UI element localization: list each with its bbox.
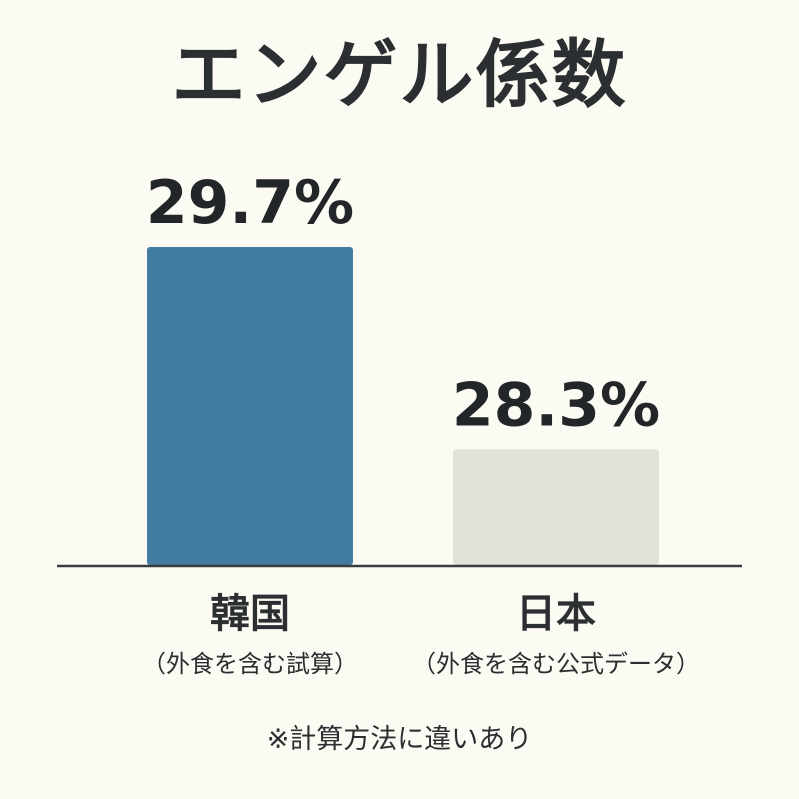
- value-labels-layer: 29.7% 28.3%: [146, 168, 660, 440]
- category-labels-layer: 韓国 （外食を含む試算） 日本 （外食を含む公式データ）: [142, 591, 700, 678]
- category-note-korea: （外食を含む試算）: [142, 650, 358, 678]
- category-note-japan: （外食を含む公式データ）: [412, 650, 700, 678]
- value-label-japan: 28.3%: [452, 370, 660, 440]
- value-label-korea: 29.7%: [146, 168, 354, 238]
- bar-japan: [453, 449, 659, 565]
- category-label-korea: 韓国: [210, 591, 290, 637]
- chart-title: エンゲル係数: [171, 32, 628, 118]
- bars-layer: [147, 247, 659, 565]
- category-label-japan: 日本: [516, 591, 596, 637]
- footnote: ※計算方法に違いあり: [266, 724, 533, 755]
- bar-korea: [147, 247, 353, 565]
